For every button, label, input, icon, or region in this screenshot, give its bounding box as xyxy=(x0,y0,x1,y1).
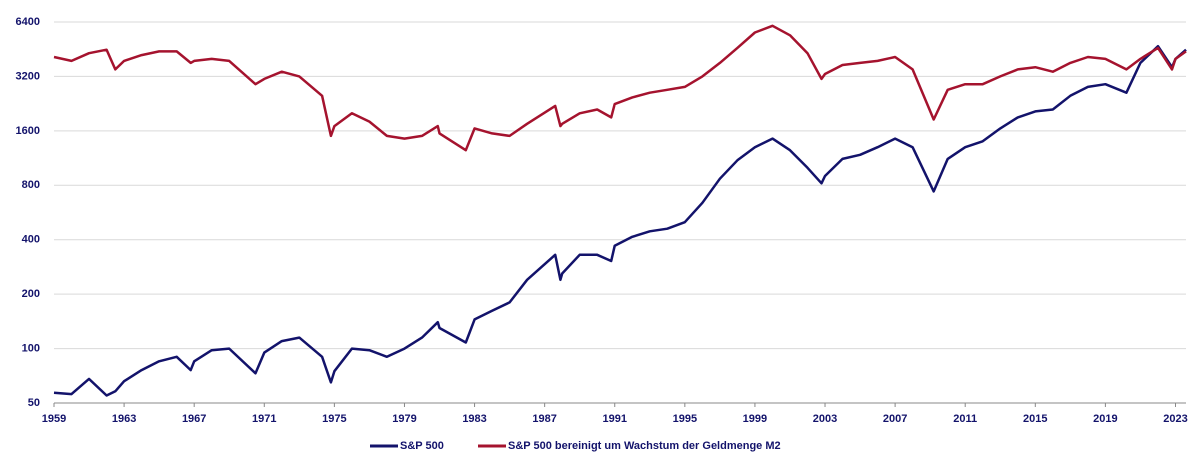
x-tick-label: 2023 xyxy=(1163,413,1187,425)
y-tick-label: 100 xyxy=(22,342,40,354)
y-tick-label: 50 xyxy=(28,397,40,409)
x-tick-label: 1959 xyxy=(42,413,66,425)
x-tick-label: 1975 xyxy=(322,413,346,425)
x-tick-label: 1991 xyxy=(603,413,627,425)
legend-label: S&P 500 bereinigt um Wachstum der Geldme… xyxy=(508,440,781,452)
y-tick-label: 800 xyxy=(22,179,40,191)
series-line xyxy=(53,24,1187,152)
y-tick-label: 6400 xyxy=(16,16,40,28)
x-tick-label: 1983 xyxy=(462,413,486,425)
y-tick-label: 400 xyxy=(22,234,40,246)
y-tick-label: 3200 xyxy=(16,70,40,82)
x-tick-label: 2003 xyxy=(813,413,837,425)
x-tick-label: 2007 xyxy=(883,413,907,425)
y-tick-label: 1600 xyxy=(16,125,40,137)
x-tick-label: 1967 xyxy=(182,413,206,425)
x-tick-label: 2015 xyxy=(1023,413,1047,425)
x-tick-label: 1987 xyxy=(532,413,556,425)
x-tick-label: 1979 xyxy=(392,413,416,425)
x-tick-label: 1999 xyxy=(743,413,767,425)
y-tick-label: 200 xyxy=(22,288,40,300)
x-tick-label: 2011 xyxy=(953,413,977,425)
x-tick-label: 1971 xyxy=(252,413,276,425)
x-tick-label: 1995 xyxy=(673,413,697,425)
x-tick-label: 2019 xyxy=(1093,413,1117,425)
series-line xyxy=(53,44,1187,397)
x-tick-label: 1963 xyxy=(112,413,136,425)
legend-label: S&P 500 xyxy=(400,440,444,452)
